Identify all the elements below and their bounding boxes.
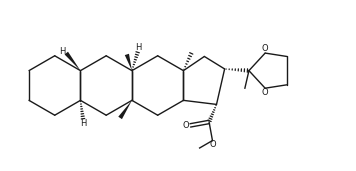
Polygon shape (125, 54, 132, 71)
Text: O: O (209, 140, 216, 149)
Text: O: O (183, 121, 189, 129)
Polygon shape (118, 100, 132, 119)
Text: O: O (262, 88, 268, 97)
Text: H: H (135, 43, 141, 52)
Polygon shape (64, 52, 80, 71)
Text: H: H (80, 119, 87, 128)
Text: O: O (262, 44, 268, 53)
Text: H: H (59, 47, 65, 56)
